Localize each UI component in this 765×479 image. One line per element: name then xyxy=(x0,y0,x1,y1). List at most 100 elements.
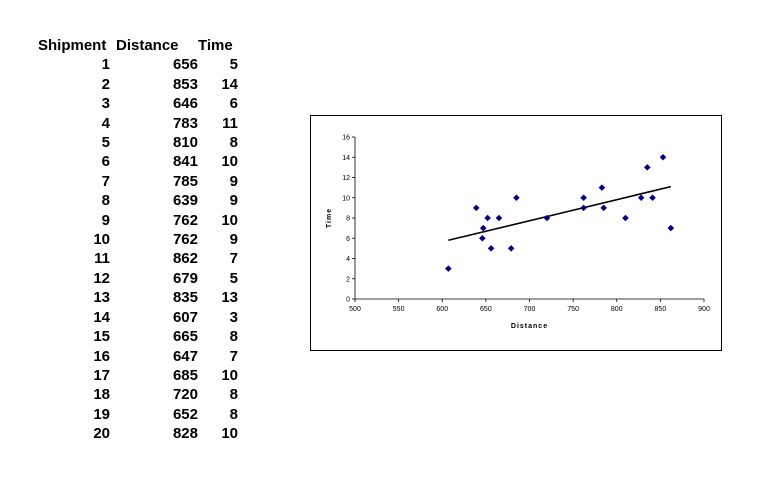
cell-time: 3 xyxy=(229,308,238,326)
cell-distance: 652 xyxy=(172,405,198,423)
y-tick-label: 8 xyxy=(346,216,350,223)
table-row: 4 783 11 xyxy=(38,114,238,133)
data-point xyxy=(513,194,520,202)
cell-shipment: 11 xyxy=(94,250,110,268)
data-point xyxy=(543,214,551,222)
scatter-chart: 0 2 4 6 8 10 12 14 16 500 550 600 650 700 750 800 850 900… xyxy=(310,115,722,351)
cell-time: 10 xyxy=(221,211,238,229)
y-tick-label: 16 xyxy=(342,135,350,142)
data-point xyxy=(507,245,515,252)
axes xyxy=(352,136,705,302)
cell-shipment: 8 xyxy=(101,192,110,210)
cell-shipment: 10 xyxy=(93,231,110,249)
cell-time: 5 xyxy=(229,269,238,287)
y-tick-label: 2 xyxy=(346,276,350,283)
cell-time: 13 xyxy=(221,289,238,307)
header-time: Time xyxy=(198,37,233,54)
table-row: 14 607 3 xyxy=(38,308,238,327)
trendline-layer xyxy=(448,185,672,242)
chart-canvas: 0 2 4 6 8 10 12 14 16 500 550 600 650 700 750 800 850 900… xyxy=(326,135,710,331)
cell-time: 7 xyxy=(229,250,238,268)
x-tick-label: 700 xyxy=(524,306,536,313)
table-row: 20 828 10 xyxy=(38,424,238,443)
table-row: 2 853 14 xyxy=(38,75,238,94)
table-body: 1 656 5 2 853 14 3 646 6 4 783 11 5 810 8 6 841 10 7 785 9 8 6… xyxy=(38,55,238,443)
cell-distance: 720 xyxy=(172,386,198,404)
table-row: 1 656 5 xyxy=(38,55,238,74)
table-row: 19 652 8 xyxy=(38,405,238,424)
x-tick-label: 750 xyxy=(567,306,579,313)
cell-time: 9 xyxy=(229,172,238,190)
cell-distance: 810 xyxy=(172,134,198,152)
cell-time: 14 xyxy=(221,75,238,93)
x-tick-label: 600 xyxy=(436,306,448,313)
data-point xyxy=(659,153,667,161)
y-axis-title: Time xyxy=(326,208,333,228)
cell-time: 8 xyxy=(229,328,238,346)
cell-time: 5 xyxy=(229,56,238,74)
cell-distance: 647 xyxy=(172,347,198,365)
data-point xyxy=(580,194,587,202)
points-layer xyxy=(445,153,675,272)
cell-time: 8 xyxy=(229,386,238,404)
cell-shipment: 13 xyxy=(93,289,110,307)
x-tick-label: 550 xyxy=(393,306,405,313)
data-point xyxy=(622,214,629,222)
data-table: Shipment Distance Time 1 656 5 2 853 14 3 646 6 4… xyxy=(38,36,238,444)
cell-distance: 783 xyxy=(172,114,198,132)
cell-distance: 646 xyxy=(172,95,198,113)
cell-time: 8 xyxy=(229,405,238,423)
header-distance: Distance xyxy=(116,37,179,54)
cell-shipment: 15 xyxy=(93,328,110,346)
x-tick-label: 800 xyxy=(611,306,623,313)
table-row: 11 862 7 xyxy=(38,249,238,268)
y-tick-label: 0 xyxy=(346,297,350,304)
x-tick-label: 650 xyxy=(480,306,492,313)
cell-shipment: 20 xyxy=(93,425,110,443)
data-point xyxy=(479,234,486,242)
data-point xyxy=(479,224,487,232)
y-tick-label: 12 xyxy=(342,175,350,182)
table-row: 15 665 8 xyxy=(38,327,238,346)
table-row: 17 685 10 xyxy=(38,366,238,385)
cell-distance: 853 xyxy=(172,75,198,93)
cell-shipment: 4 xyxy=(101,114,110,132)
data-point xyxy=(445,265,452,272)
data-point xyxy=(643,164,651,171)
table-row: 18 720 8 xyxy=(38,385,238,404)
x-axis-title: Distance xyxy=(511,323,548,330)
table-row: 13 835 13 xyxy=(38,288,238,307)
cell-distance: 607 xyxy=(172,308,198,326)
cell-distance: 679 xyxy=(172,269,198,287)
cell-distance: 828 xyxy=(172,425,198,443)
data-point xyxy=(649,194,656,202)
data-point xyxy=(580,204,587,212)
cell-shipment: 7 xyxy=(101,172,110,190)
table-row: 6 841 10 xyxy=(38,152,238,171)
table-row: 7 785 9 xyxy=(38,172,238,191)
data-point xyxy=(667,224,675,232)
cell-distance: 685 xyxy=(172,366,198,384)
table-row: 9 762 10 xyxy=(38,211,238,230)
table-row: 8 639 9 xyxy=(38,191,238,210)
table-header-row: Shipment Distance Time xyxy=(38,36,238,55)
y-tick-label: 14 xyxy=(342,155,350,162)
cell-time: 10 xyxy=(221,366,238,384)
table-row: 12 679 5 xyxy=(38,269,238,288)
x-tick-label: 850 xyxy=(655,306,667,313)
cell-time: 6 xyxy=(229,95,238,113)
cell-distance: 639 xyxy=(172,192,198,210)
data-point xyxy=(487,245,495,252)
cell-shipment: 1 xyxy=(101,56,110,74)
cell-distance: 835 xyxy=(172,289,198,307)
cell-distance: 862 xyxy=(172,250,198,268)
cell-distance: 841 xyxy=(172,153,198,171)
table-row: 5 810 8 xyxy=(38,133,238,152)
cell-distance: 762 xyxy=(172,231,198,249)
cell-shipment: 3 xyxy=(101,95,110,113)
cell-time: 9 xyxy=(229,192,238,210)
cell-distance: 656 xyxy=(172,56,198,74)
cell-time: 7 xyxy=(229,347,238,365)
trendline xyxy=(448,185,672,242)
cell-shipment: 6 xyxy=(101,153,110,171)
